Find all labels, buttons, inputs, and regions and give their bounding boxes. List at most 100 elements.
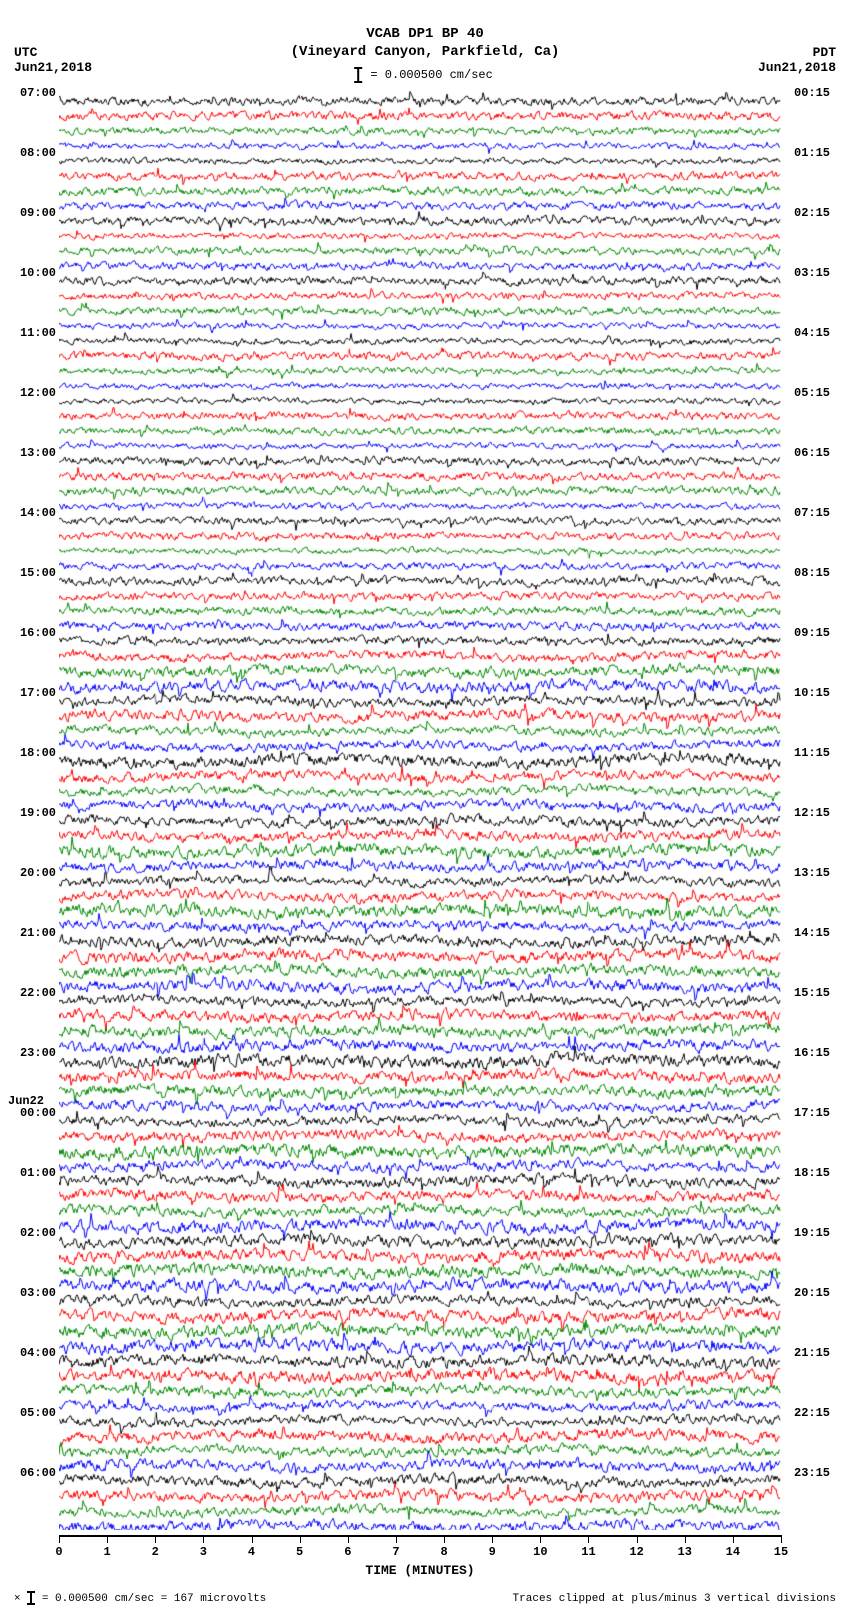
pdt-time-label: 13:15 (794, 866, 830, 880)
title-line2: (Vineyard Canyon, Parkfield, Ca) (0, 43, 850, 61)
pdt-time-label: 12:15 (794, 806, 830, 820)
utc-time-label: 05:00 (20, 1406, 56, 1420)
x-tick (733, 1535, 734, 1543)
pdt-time-label: 08:15 (794, 566, 830, 580)
x-tick-label: 11 (581, 1545, 595, 1559)
utc-time-label: 23:00 (20, 1046, 56, 1060)
x-tick (59, 1535, 60, 1543)
utc-date-marker: Jun22 (8, 1094, 44, 1108)
tz-left-label: UTC (14, 45, 37, 60)
footer-scale-bar-icon (30, 1592, 32, 1604)
utc-time-label: 17:00 (20, 686, 56, 700)
pdt-time-label: 02:15 (794, 206, 830, 220)
utc-axis-labels: 07:0008:0009:0010:0011:0012:0013:0014:00… (8, 85, 56, 1530)
date-right: Jun21,2018 (758, 60, 836, 75)
pdt-time-label: 18:15 (794, 1166, 830, 1180)
gridline (733, 85, 734, 1530)
x-tick-label: 8 (440, 1545, 447, 1559)
trace-row (59, 1518, 781, 1530)
utc-time-label: 14:00 (20, 506, 56, 520)
x-tick-label: 2 (152, 1545, 159, 1559)
x-axis-line (59, 1535, 781, 1537)
pdt-time-label: 06:15 (794, 446, 830, 460)
pdt-time-label: 01:15 (794, 146, 830, 160)
gridline (155, 85, 156, 1530)
footer-right: Traces clipped at plus/minus 3 vertical … (513, 1593, 836, 1605)
utc-time-label: 13:00 (20, 446, 56, 460)
x-tick (252, 1535, 253, 1543)
gridline (300, 85, 301, 1530)
pdt-time-label: 04:15 (794, 326, 830, 340)
pdt-time-label: 07:15 (794, 506, 830, 520)
x-tick (588, 1535, 589, 1543)
utc-time-label: 15:00 (20, 566, 56, 580)
scale-label: = 0.000500 cm/sec (370, 68, 492, 82)
x-tick-label: 6 (344, 1545, 351, 1559)
gridline (252, 85, 253, 1530)
x-tick (203, 1535, 204, 1543)
x-tick-label: 12 (629, 1545, 643, 1559)
x-tick (540, 1535, 541, 1543)
helicorder-plot (59, 85, 781, 1530)
pdt-time-label: 15:15 (794, 986, 830, 1000)
footer-left-text: = 0.000500 cm/sec = 167 microvolts (42, 1593, 266, 1605)
pdt-time-label: 16:15 (794, 1046, 830, 1060)
utc-time-label: 20:00 (20, 866, 56, 880)
utc-time-label: 21:00 (20, 926, 56, 940)
pdt-axis-labels: 00:1501:1502:1503:1504:1505:1506:1507:15… (794, 85, 842, 1530)
utc-time-label: 08:00 (20, 146, 56, 160)
x-tick (300, 1535, 301, 1543)
utc-time-label: 02:00 (20, 1226, 56, 1240)
utc-time-label: 12:00 (20, 386, 56, 400)
gridline (685, 85, 686, 1530)
pdt-time-label: 05:15 (794, 386, 830, 400)
utc-time-label: 22:00 (20, 986, 56, 1000)
x-tick (444, 1535, 445, 1543)
x-tick-label: 13 (678, 1545, 692, 1559)
x-tick-label: 5 (296, 1545, 303, 1559)
scale-bar-icon (357, 68, 359, 82)
tz-right-label: PDT (813, 45, 836, 60)
utc-time-label: 10:00 (20, 266, 56, 280)
gridline (107, 85, 108, 1530)
pdt-time-label: 17:15 (794, 1106, 830, 1120)
x-tick (685, 1535, 686, 1543)
x-tick-label: 15 (774, 1545, 788, 1559)
utc-time-label: 03:00 (20, 1286, 56, 1300)
x-tick-label: 1 (104, 1545, 111, 1559)
gridline (540, 85, 541, 1530)
x-tick-label: 7 (392, 1545, 399, 1559)
x-tick (781, 1535, 782, 1543)
pdt-time-label: 03:15 (794, 266, 830, 280)
pdt-time-label: 23:15 (794, 1466, 830, 1480)
x-tick-label: 14 (726, 1545, 740, 1559)
gridline (444, 85, 445, 1530)
utc-time-label: 11:00 (20, 326, 56, 340)
pdt-time-label: 22:15 (794, 1406, 830, 1420)
x-tick-label: 3 (200, 1545, 207, 1559)
x-tick (107, 1535, 108, 1543)
utc-time-label: 01:00 (20, 1166, 56, 1180)
pdt-time-label: 20:15 (794, 1286, 830, 1300)
footer-left-prefix: × (14, 1593, 21, 1605)
x-tick-label: 0 (55, 1545, 62, 1559)
utc-time-label: 04:00 (20, 1346, 56, 1360)
gridline (396, 85, 397, 1530)
pdt-time-label: 21:15 (794, 1346, 830, 1360)
gridline (588, 85, 589, 1530)
x-tick (396, 1535, 397, 1543)
date-left: Jun21,2018 (14, 60, 92, 75)
utc-time-label: 18:00 (20, 746, 56, 760)
utc-time-label: 19:00 (20, 806, 56, 820)
gridline (203, 85, 204, 1530)
utc-time-label: 16:00 (20, 626, 56, 640)
x-tick (492, 1535, 493, 1543)
gridline (348, 85, 349, 1530)
utc-time-label: 09:00 (20, 206, 56, 220)
x-tick (348, 1535, 349, 1543)
pdt-time-label: 09:15 (794, 626, 830, 640)
x-axis-label: TIME (MINUTES) (59, 1563, 781, 1578)
pdt-time-label: 14:15 (794, 926, 830, 940)
x-tick-label: 10 (533, 1545, 547, 1559)
pdt-time-label: 10:15 (794, 686, 830, 700)
